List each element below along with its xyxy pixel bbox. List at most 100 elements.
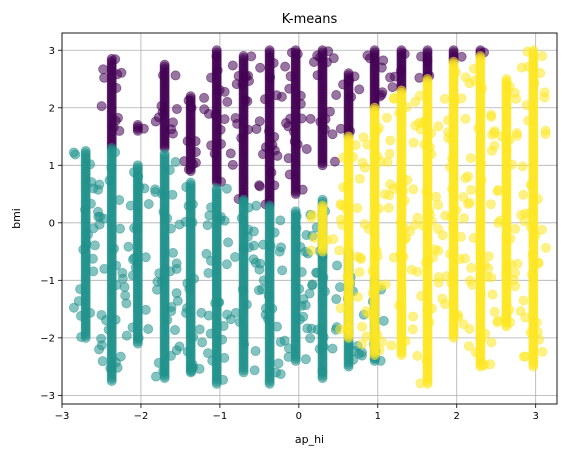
scatter-point: [519, 216, 530, 227]
scatter-point: [343, 131, 354, 142]
y-tick-label: −2: [40, 333, 55, 344]
scatter-point: [418, 220, 429, 231]
scatter-point: [96, 101, 107, 112]
scatter-point: [375, 355, 386, 366]
scatter-point: [323, 46, 334, 57]
scatter-point: [271, 90, 282, 101]
scatter-point: [396, 85, 407, 96]
scatter-point: [221, 183, 232, 194]
scatter-point: [150, 371, 161, 382]
scatter-point: [489, 306, 500, 317]
scatter-point: [284, 83, 295, 94]
scatter-point: [88, 266, 99, 277]
scatter-point: [507, 159, 518, 170]
scatter-point: [150, 187, 161, 198]
scatter-point: [295, 242, 306, 253]
scatter-point: [518, 189, 529, 200]
scatter-point: [274, 246, 285, 257]
scatter-point: [369, 102, 380, 113]
scatter-point: [143, 324, 154, 335]
scatter-point: [259, 94, 270, 105]
scatter-point: [277, 265, 288, 276]
scatter-point: [243, 124, 254, 135]
scatter-point: [237, 284, 248, 295]
scatter-point: [171, 258, 182, 269]
scatter-point: [292, 48, 303, 59]
scatter-point: [294, 314, 305, 325]
scatter-point: [110, 54, 121, 65]
scatter-point: [523, 61, 534, 72]
scatter-point: [371, 280, 382, 291]
scatter-point: [504, 304, 515, 315]
scatter-point: [486, 337, 497, 348]
scatter-point: [383, 202, 394, 213]
scatter-point: [521, 100, 532, 111]
scatter-point: [427, 252, 438, 263]
scatter-point: [266, 167, 277, 178]
scatter-point: [328, 53, 339, 64]
scatter-point: [342, 271, 353, 282]
scatter-point: [487, 289, 498, 300]
scatter-point: [97, 356, 108, 367]
scatter-point: [239, 339, 250, 350]
scatter-point: [250, 346, 261, 357]
scatter-point: [254, 181, 265, 192]
scatter-point: [254, 116, 265, 127]
scatter-point: [248, 240, 259, 251]
scatter-point: [82, 229, 93, 240]
scatter-point: [227, 159, 238, 170]
scatter-point: [238, 196, 249, 207]
scatter-point: [103, 324, 114, 335]
scatter-point: [350, 140, 361, 151]
scatter-point: [133, 332, 144, 343]
scatter-point: [399, 49, 410, 60]
scatter-point: [225, 314, 236, 325]
scatter-point: [189, 273, 200, 284]
scatter-point: [357, 321, 368, 332]
scatter-point: [197, 337, 208, 348]
scatter-point: [465, 153, 476, 164]
scatter-point: [464, 323, 475, 334]
scatter-point: [468, 63, 479, 74]
scatter-point: [154, 268, 165, 279]
scatter-point: [501, 267, 512, 278]
scatter-point: [241, 299, 252, 310]
scatter-point: [182, 346, 193, 357]
scatter-point: [232, 118, 243, 129]
scatter-point: [284, 169, 295, 180]
scatter-point: [535, 67, 546, 78]
scatter-point: [85, 307, 96, 318]
x-tick-label: 0: [296, 411, 302, 422]
scatter-point: [111, 83, 122, 94]
scatter-point: [493, 217, 504, 228]
scatter-point: [180, 216, 191, 227]
scatter-point: [183, 95, 194, 106]
scatter-point: [182, 136, 193, 147]
scatter-point: [288, 126, 299, 137]
scatter-point: [372, 251, 383, 262]
scatter-point: [530, 230, 541, 241]
scatter-point: [483, 263, 494, 274]
scatter-point: [301, 143, 312, 154]
scatter-point: [407, 324, 418, 335]
scatter-point: [485, 359, 496, 370]
scatter-point: [312, 70, 323, 81]
scatter-point: [473, 123, 484, 134]
scatter-point: [526, 269, 537, 280]
scatter-point: [89, 240, 100, 251]
scatter-point: [378, 55, 389, 66]
scatter-point: [374, 345, 385, 356]
scatter-point: [285, 71, 296, 82]
scatter-point: [264, 200, 275, 211]
scatter-point: [421, 186, 432, 197]
scatter-point: [321, 57, 332, 68]
scatter-point: [210, 298, 221, 309]
scatter-point: [115, 223, 126, 234]
scatter-point: [426, 303, 437, 314]
scatter-point: [451, 205, 462, 216]
scatter-point: [104, 175, 115, 186]
scatter-point: [216, 211, 227, 222]
scatter-point: [475, 216, 486, 227]
scatter-point: [165, 223, 176, 234]
scatter-point: [381, 112, 392, 123]
